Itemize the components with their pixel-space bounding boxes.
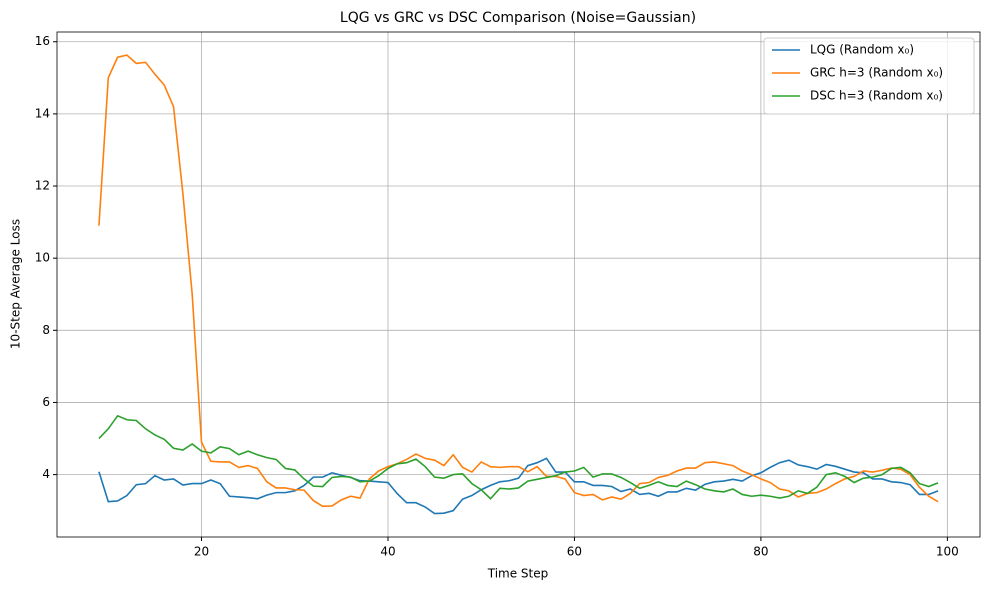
line-series xyxy=(98,54,939,508)
legend-label: GRC h=3 (Random x₀) xyxy=(810,66,943,80)
legend-label: DSC h=3 (Random x₀) xyxy=(810,89,943,103)
line-series xyxy=(98,457,939,515)
y-tick-label: 14 xyxy=(35,106,50,120)
y-tick-label: 6 xyxy=(42,395,50,409)
x-axis-label: Time Step xyxy=(487,567,549,581)
x-tick-label: 80 xyxy=(753,545,768,559)
chart-title: LQG vs GRC vs DSC Comparison (Noise=Gaus… xyxy=(340,10,696,26)
x-tick-label: 100 xyxy=(936,545,959,559)
line-series xyxy=(98,414,939,500)
x-tick-label: 60 xyxy=(567,545,582,559)
plot-frame xyxy=(56,31,981,538)
legend-box xyxy=(763,37,975,115)
x-tick-label: 20 xyxy=(194,545,209,559)
y-tick-label: 16 xyxy=(35,34,50,48)
y-axis-label: 10-Step Average Loss xyxy=(9,219,23,349)
x-tick-label: 40 xyxy=(380,545,395,559)
y-tick-label: 8 xyxy=(42,323,50,337)
y-tick-label: 4 xyxy=(42,467,50,481)
y-tick-label: 12 xyxy=(35,179,50,193)
legend-label: LQG (Random x₀) xyxy=(810,43,914,57)
y-tick-label: 10 xyxy=(35,251,50,265)
